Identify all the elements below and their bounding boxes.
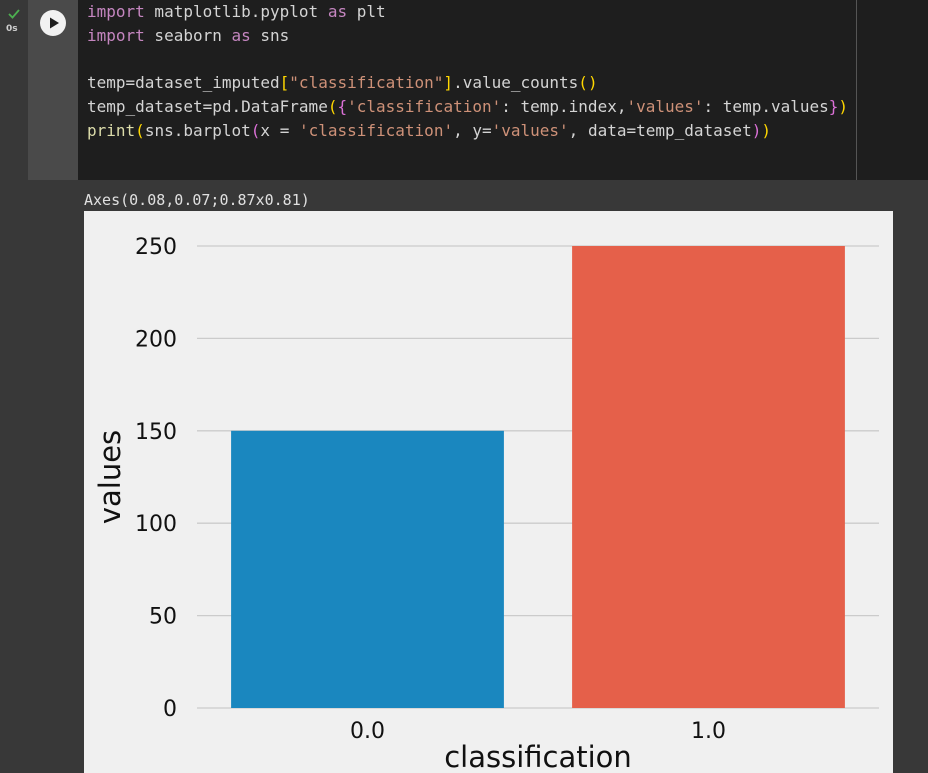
bar xyxy=(572,246,845,708)
bar xyxy=(231,430,504,708)
bar-chart: 0 50 100 150 200 250 0.0 1.0 classification value… xyxy=(84,211,893,773)
code-editor-margin xyxy=(857,0,928,180)
run-area xyxy=(28,0,78,180)
y-tick-label: 200 xyxy=(135,327,177,352)
execution-time: 0s xyxy=(6,24,18,34)
x-tick-label: 1.0 xyxy=(691,719,726,744)
cell-gutter: 0s xyxy=(0,0,28,773)
x-tick-label: 0.0 xyxy=(350,719,385,744)
run-cell-button[interactable] xyxy=(40,10,66,36)
code-editor[interactable]: import matplotlib.pyplot as plt import s… xyxy=(78,0,857,180)
code-line-1: import matplotlib.pyplot as plt xyxy=(87,2,386,21)
cell-output: Axes(0.08,0.07;0.87x0.81) 0 50 100 150 200 25… xyxy=(28,180,928,773)
y-tick-label: 50 xyxy=(149,605,177,630)
code-line-2: import seaborn as sns xyxy=(87,26,290,45)
y-tick-label: 0 xyxy=(163,697,177,722)
y-axis-label: values xyxy=(93,430,127,524)
x-axis-label: classification xyxy=(444,740,632,773)
bar-chart-svg: 0 50 100 150 200 250 0.0 1.0 classification value… xyxy=(93,235,879,773)
y-tick-label: 100 xyxy=(135,512,177,537)
checkmark-icon xyxy=(8,9,20,19)
output-text: Axes(0.08,0.07;0.87x0.81) xyxy=(84,191,310,209)
code-line-6: print(sns.barplot(x = 'classification', … xyxy=(87,121,771,140)
code-line-4: temp=dataset_imputed["classification"].v… xyxy=(87,73,598,92)
play-icon xyxy=(50,17,59,29)
y-tick-label: 150 xyxy=(135,420,177,445)
code-line-5: temp_dataset=pd.DataFrame({'classificati… xyxy=(87,97,849,116)
y-tick-label: 250 xyxy=(135,235,177,260)
